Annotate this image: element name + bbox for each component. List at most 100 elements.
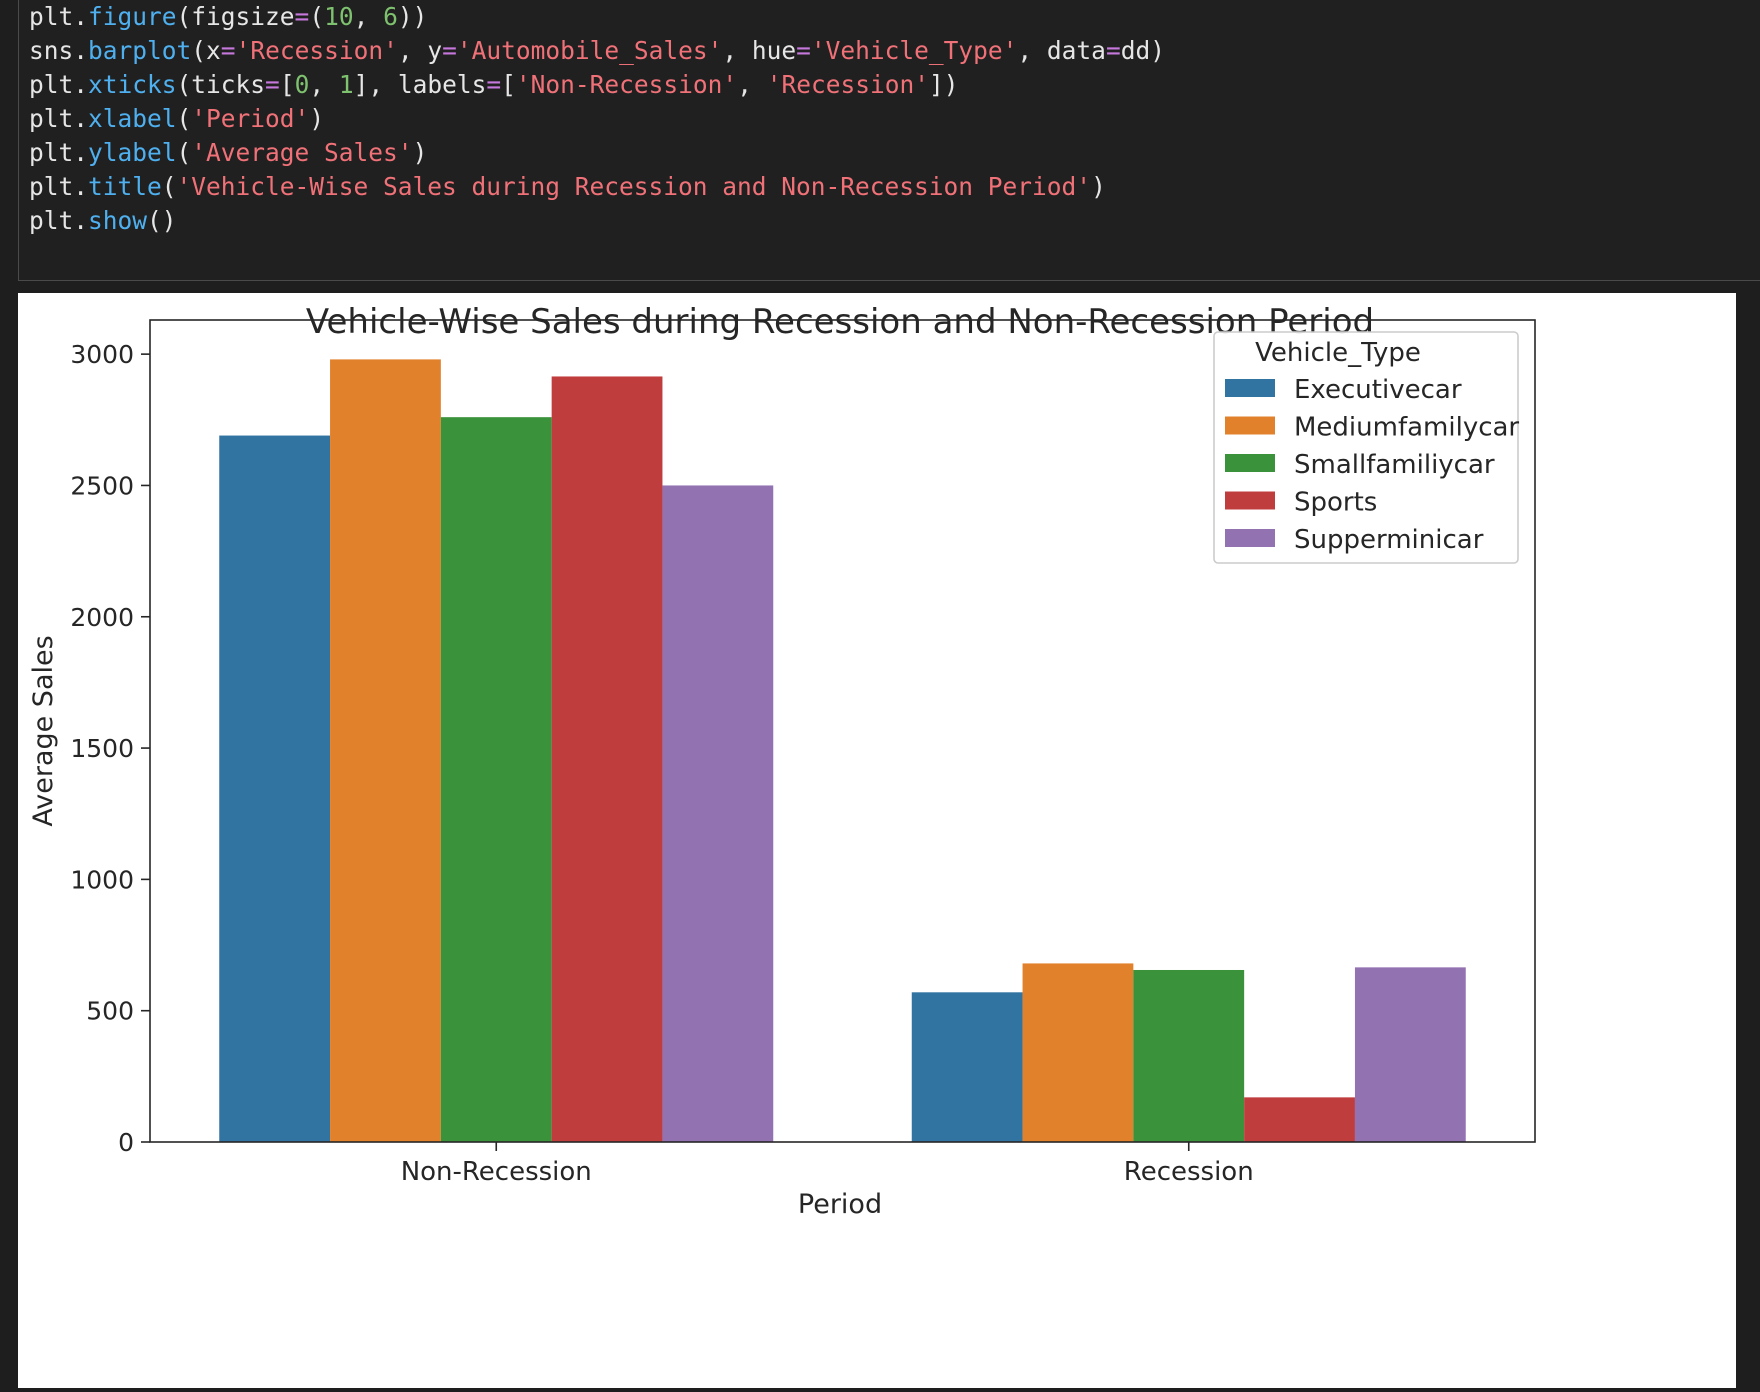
y-axis-label: Average Sales xyxy=(28,635,59,826)
code-token: = xyxy=(294,2,310,31)
code-token: [ xyxy=(501,70,516,99)
code-line: plt.figure(figsize=(10, 6)) xyxy=(29,0,1165,34)
code-line: plt.title('Vehicle-Wise Sales during Rec… xyxy=(29,170,1165,204)
legend-label: Sports xyxy=(1294,488,1377,518)
y-tick-label: 1000 xyxy=(70,865,134,894)
code-line: plt.show() xyxy=(29,204,1165,238)
code-token: () xyxy=(147,206,177,235)
chart-title: Vehicle-Wise Sales during Recession and … xyxy=(306,302,1374,342)
code-token: plt. xyxy=(29,206,89,235)
bar-chart: Vehicle-Wise Sales during Recession and … xyxy=(28,302,1536,1220)
bar-mediumfamilycar xyxy=(1022,963,1134,1142)
code-editor[interactable]: plt.figure(figsize=(10, 6)) sns.barplot(x… xyxy=(29,0,1165,238)
code-token: 'Recession' xyxy=(235,36,398,65)
code-token: 1 xyxy=(338,70,354,99)
legend-swatch xyxy=(1225,529,1275,547)
code-token: ) xyxy=(412,138,428,167)
code-line: sns.barplot(x='Recession', y='Automobile… xyxy=(29,34,1165,68)
bar-supperminicar xyxy=(1354,967,1466,1142)
code-token: 'Vehicle_Type' xyxy=(810,36,1018,65)
code-token: plt. xyxy=(29,138,89,167)
code-token: 'Non-Recession' xyxy=(515,70,738,99)
code-token: barplot xyxy=(88,36,192,65)
y-tick-label: 1500 xyxy=(70,734,134,763)
bar-mediumfamilycar xyxy=(330,359,441,1143)
code-line: plt.ylabel('Average Sales') xyxy=(29,136,1165,170)
cell-output: Vehicle-Wise Sales during Recession and … xyxy=(18,293,1736,1388)
code-token: plt. xyxy=(29,104,89,133)
code-token: title xyxy=(88,172,162,201)
code-token: 'Period' xyxy=(191,104,310,133)
code-token: (ticks xyxy=(176,70,266,99)
code-token: , xyxy=(309,70,339,99)
y-tick-label: 2500 xyxy=(70,471,134,500)
y-tick-label: 2000 xyxy=(70,603,134,632)
code-token: ]) xyxy=(928,70,959,99)
code-token: ( xyxy=(161,172,177,201)
code-token: = xyxy=(1105,36,1121,65)
legend: Vehicle_Type Executivecar Mediumfamilycar… xyxy=(1213,331,1519,564)
legend-label: Smallfamiliycar xyxy=(1294,450,1495,480)
code-token: figure xyxy=(88,2,177,31)
legend-swatch xyxy=(1225,454,1275,472)
legend-title: Vehicle_Type xyxy=(1255,338,1421,368)
code-token: )) xyxy=(397,2,428,31)
y-tick-label: 500 xyxy=(86,997,134,1026)
bar-smallfamiliycar xyxy=(1133,969,1245,1142)
bars xyxy=(219,359,1466,1143)
code-token: xticks xyxy=(88,70,177,99)
code-token: ( xyxy=(309,2,325,31)
code-token: 10 xyxy=(324,2,354,31)
code-token: plt. xyxy=(29,70,89,99)
code-token: 6 xyxy=(383,2,398,31)
plot-frame xyxy=(149,319,1536,1143)
y-tick-label: 0 xyxy=(118,1128,134,1157)
code-token: ) xyxy=(1091,172,1106,201)
code-token: dd) xyxy=(1120,36,1165,65)
bar-sports xyxy=(1244,1097,1355,1142)
code-token: = xyxy=(486,70,502,99)
code-line: plt.xticks(ticks=[0, 1], labels=['Non-Re… xyxy=(29,68,1165,102)
code-token: = xyxy=(442,36,457,65)
legend-label: Mediumfamilycar xyxy=(1294,413,1519,443)
code-cell[interactable]: plt.figure(figsize=(10, 6)) sns.barplot(x… xyxy=(18,0,1760,281)
code-token: 0 xyxy=(294,70,310,99)
code-token: 'Vehicle-Wise Sales during Recession and… xyxy=(176,172,1092,201)
legend-label: Supperminicar xyxy=(1294,525,1484,555)
code-token: xlabel xyxy=(88,104,177,133)
legend-label: Executivecar xyxy=(1294,375,1462,405)
code-token: ylabel xyxy=(88,138,177,167)
code-token: , hue xyxy=(722,36,797,65)
code-token: = xyxy=(796,36,811,65)
code-token: ( xyxy=(176,138,192,167)
code-token: plt. xyxy=(29,2,89,31)
code-token: , xyxy=(353,2,384,31)
y-tick-label: 3000 xyxy=(70,340,134,369)
code-token: , xyxy=(737,70,767,99)
bar-executivecar xyxy=(219,435,331,1142)
bar-executivecar xyxy=(911,992,1023,1142)
code-token: 'Average Sales' xyxy=(191,138,413,167)
code-token: sns. xyxy=(29,36,89,65)
code-token: show xyxy=(88,206,148,235)
code-token: , data xyxy=(1017,36,1106,65)
code-token: , y xyxy=(397,36,443,65)
x-tick-label: Recession xyxy=(1124,1157,1254,1187)
code-token: = xyxy=(265,70,280,99)
code-token: 'Recession' xyxy=(766,70,929,99)
y-axis: 0 500 1000 1500 2000 2500 3000 xyxy=(70,340,150,1157)
bar-sports xyxy=(551,376,663,1142)
bar-supperminicar xyxy=(662,485,774,1142)
x-axis-label: Period xyxy=(798,1189,882,1220)
code-token: ( xyxy=(176,104,192,133)
code-token: ) xyxy=(309,104,325,133)
code-token: (figsize xyxy=(176,2,295,31)
code-token: [ xyxy=(279,70,295,99)
legend-swatch xyxy=(1225,491,1275,510)
legend-swatch xyxy=(1225,416,1275,435)
x-axis: Non-Recession Recession xyxy=(401,1142,1254,1187)
legend-swatch xyxy=(1225,379,1275,397)
code-token: 'Automobile_Sales' xyxy=(456,36,723,65)
bar-smallfamiliycar xyxy=(440,417,552,1142)
code-line: plt.xlabel('Period') xyxy=(29,102,1165,136)
